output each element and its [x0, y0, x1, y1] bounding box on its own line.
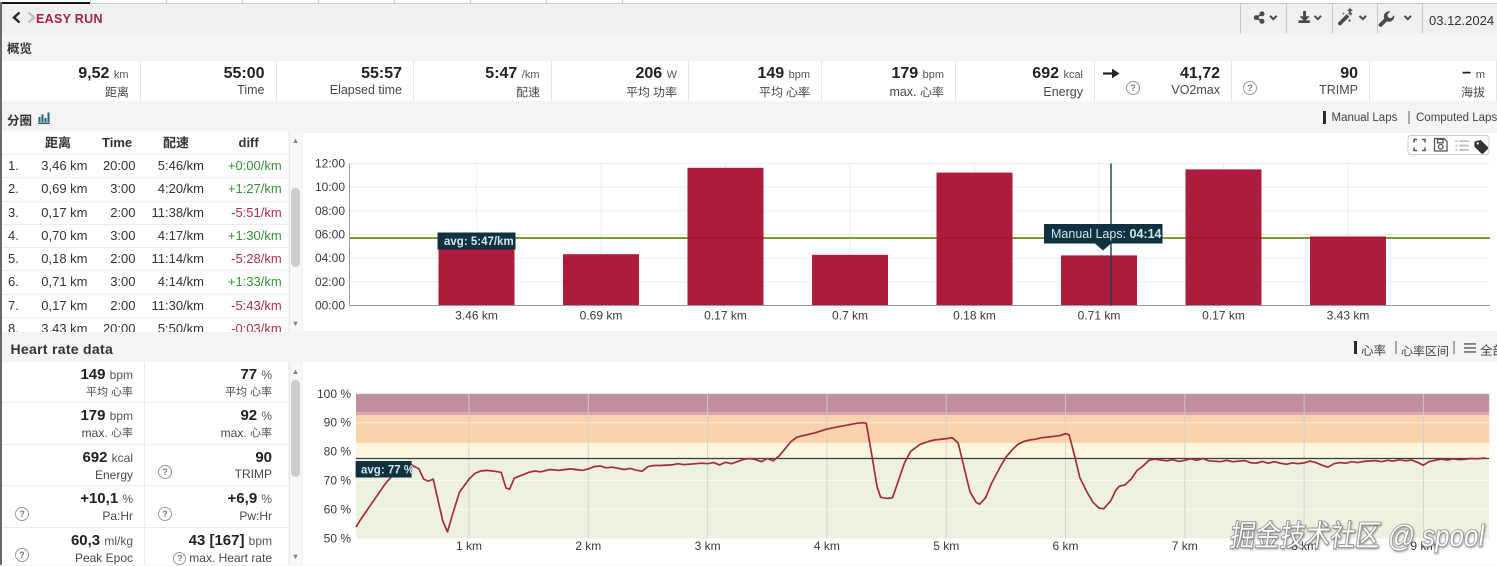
- svg-text:2 km: 2 km: [575, 539, 601, 553]
- svg-text:avg: 5:47/km: avg: 5:47/km: [444, 236, 514, 248]
- svg-text:0.71 km: 0.71 km: [1078, 309, 1121, 323]
- svg-text:12:00: 12:00: [315, 157, 345, 171]
- svg-text:02:00: 02:00: [315, 275, 345, 289]
- svg-text:3.43 km: 3.43 km: [1327, 309, 1370, 323]
- svg-text:1 km: 1 km: [456, 539, 482, 553]
- svg-text:5 km: 5 km: [933, 539, 959, 553]
- svg-text:80 %: 80 %: [324, 444, 352, 458]
- svg-text:60 %: 60 %: [324, 502, 352, 516]
- svg-text:6 km: 6 km: [1052, 539, 1078, 553]
- svg-text:0.69 km: 0.69 km: [580, 309, 623, 323]
- svg-text:Manual Laps: 04:14: Manual Laps: 04:14: [1051, 227, 1162, 241]
- svg-text:0.17 km: 0.17 km: [704, 309, 747, 323]
- svg-text:9 km: 9 km: [1410, 539, 1436, 553]
- svg-text:avg: 77 %: avg: 77 %: [361, 464, 414, 476]
- svg-text:06:00: 06:00: [315, 228, 345, 242]
- svg-text:10:00: 10:00: [315, 180, 345, 194]
- svg-text:7 km: 7 km: [1172, 539, 1198, 553]
- svg-text:04:00: 04:00: [315, 251, 345, 265]
- svg-text:0.17 km: 0.17 km: [1202, 309, 1245, 323]
- svg-text:50 %: 50 %: [324, 531, 352, 545]
- svg-text:@ spool: @ spool: [1386, 520, 1487, 553]
- svg-text:3 km: 3 km: [695, 539, 721, 553]
- svg-text:0.18 km: 0.18 km: [953, 309, 996, 323]
- svg-text:0.7 km: 0.7 km: [832, 309, 868, 323]
- svg-text:100 %: 100 %: [317, 386, 351, 400]
- svg-text:3.46 km: 3.46 km: [455, 309, 498, 323]
- svg-text:4 km: 4 km: [814, 539, 840, 553]
- svg-text:08:00: 08:00: [315, 204, 345, 218]
- svg-text:70 %: 70 %: [324, 473, 352, 487]
- svg-text:90 %: 90 %: [324, 415, 352, 429]
- svg-text:00:00: 00:00: [315, 299, 345, 313]
